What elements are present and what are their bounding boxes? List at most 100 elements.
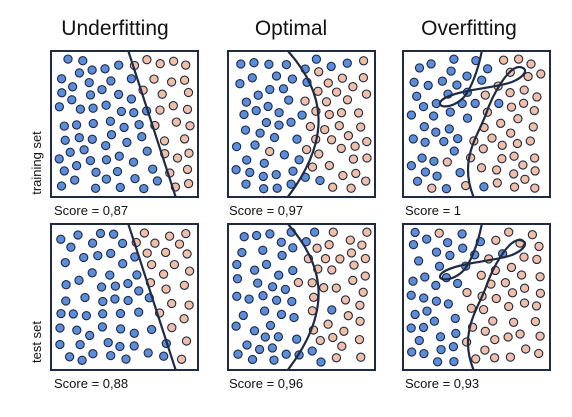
blue-data-point bbox=[79, 252, 89, 263]
blue-data-point bbox=[419, 293, 429, 303]
blue-data-point bbox=[284, 95, 294, 105]
orange-data-point bbox=[337, 341, 347, 351]
blue-data-point bbox=[115, 182, 125, 193]
blue-data-point bbox=[70, 175, 80, 185]
blue-data-point bbox=[271, 169, 281, 180]
blue-data-point bbox=[435, 332, 446, 342]
blue-data-point bbox=[259, 184, 269, 194]
orange-data-point bbox=[320, 254, 331, 264]
blue-data-point bbox=[441, 184, 452, 194]
blue-data-point bbox=[274, 120, 284, 130]
blue-data-point bbox=[240, 125, 251, 135]
blue-data-point bbox=[439, 136, 449, 147]
orange-data-point bbox=[331, 283, 341, 293]
blue-data-point bbox=[101, 155, 112, 165]
blue-data-point bbox=[315, 175, 325, 186]
blue-data-point bbox=[437, 76, 448, 86]
blue-data-point bbox=[142, 146, 152, 156]
blue-data-point bbox=[75, 339, 85, 350]
blue-data-point bbox=[77, 355, 87, 365]
blue-data-point bbox=[245, 167, 255, 178]
blue-data-point bbox=[423, 80, 433, 91]
orange-data-point bbox=[171, 117, 182, 127]
orange-data-point bbox=[487, 133, 497, 143]
blue-data-point bbox=[87, 268, 97, 278]
blue-data-point bbox=[276, 309, 287, 320]
blue-data-point bbox=[450, 313, 460, 324]
blue-data-point bbox=[93, 250, 103, 261]
blue-data-point bbox=[231, 321, 241, 331]
orange-data-point bbox=[338, 170, 348, 181]
panel-test-underfitting bbox=[50, 223, 199, 371]
blue-data-point bbox=[451, 328, 461, 339]
blue-data-point bbox=[276, 237, 286, 247]
orange-data-point bbox=[506, 128, 516, 138]
blue-data-point bbox=[130, 173, 140, 184]
blue-data-point bbox=[129, 108, 139, 118]
orange-data-point bbox=[179, 314, 189, 324]
blue-data-point bbox=[406, 161, 417, 171]
orange-data-point bbox=[307, 278, 317, 288]
orange-data-point bbox=[476, 270, 486, 280]
blue-data-point bbox=[436, 344, 446, 355]
score-training-underfitting: Score = 0,87 bbox=[54, 203, 129, 218]
orange-data-point bbox=[362, 136, 372, 147]
blue-data-point bbox=[272, 183, 282, 193]
blue-data-point bbox=[410, 227, 420, 238]
blue-data-point bbox=[412, 176, 423, 186]
orange-data-point bbox=[149, 74, 159, 84]
orange-data-point bbox=[480, 345, 490, 355]
blue-data-point bbox=[414, 335, 424, 346]
orange-data-point bbox=[182, 104, 193, 115]
orange-data-point bbox=[308, 292, 319, 302]
orange-data-point bbox=[478, 144, 488, 154]
orange-data-point bbox=[167, 322, 177, 333]
blue-data-point bbox=[406, 323, 416, 333]
blue-data-point bbox=[118, 259, 128, 269]
blue-data-point bbox=[429, 316, 440, 326]
orange-data-point bbox=[532, 92, 542, 102]
blue-data-point bbox=[419, 348, 429, 359]
orange-data-point bbox=[142, 248, 152, 258]
orange-data-point bbox=[328, 332, 338, 343]
blue-data-point bbox=[261, 259, 272, 270]
blue-data-point bbox=[61, 280, 71, 290]
blue-data-point bbox=[112, 166, 123, 177]
orange-data-point bbox=[497, 154, 507, 164]
blue-data-point bbox=[269, 132, 280, 143]
orange-data-point bbox=[490, 334, 500, 345]
orange-data-point bbox=[265, 146, 275, 157]
orange-data-point bbox=[331, 87, 342, 97]
orange-data-point bbox=[478, 304, 489, 315]
blue-data-point bbox=[105, 270, 115, 280]
orange-data-point bbox=[339, 326, 349, 336]
blue-data-point bbox=[128, 157, 139, 167]
blue-data-point bbox=[88, 349, 98, 359]
blue-data-point bbox=[254, 344, 265, 355]
blue-data-point bbox=[287, 296, 297, 307]
blue-data-point bbox=[98, 296, 108, 307]
orange-data-point bbox=[353, 108, 364, 118]
blue-data-point bbox=[286, 117, 296, 127]
blue-data-point bbox=[233, 349, 243, 359]
orange-data-point bbox=[480, 90, 490, 100]
orange-data-point bbox=[335, 254, 345, 264]
blue-data-point bbox=[253, 90, 263, 100]
blue-data-point bbox=[406, 290, 416, 300]
blue-data-point bbox=[114, 151, 124, 161]
blue-data-point bbox=[126, 74, 137, 84]
orange-data-point bbox=[166, 77, 177, 87]
blue-data-point bbox=[462, 113, 473, 123]
blue-data-point bbox=[97, 322, 108, 332]
blue-data-point bbox=[121, 354, 131, 364]
decision-boundary bbox=[287, 52, 320, 196]
orange-data-point bbox=[356, 352, 366, 362]
blue-data-point bbox=[100, 64, 110, 74]
orange-data-point bbox=[342, 95, 353, 105]
orange-data-point bbox=[491, 165, 502, 175]
orange-data-point bbox=[312, 243, 322, 253]
blue-data-point bbox=[244, 294, 254, 304]
blue-data-point bbox=[87, 238, 98, 248]
blue-data-point bbox=[292, 134, 302, 144]
orange-data-point bbox=[160, 247, 171, 258]
